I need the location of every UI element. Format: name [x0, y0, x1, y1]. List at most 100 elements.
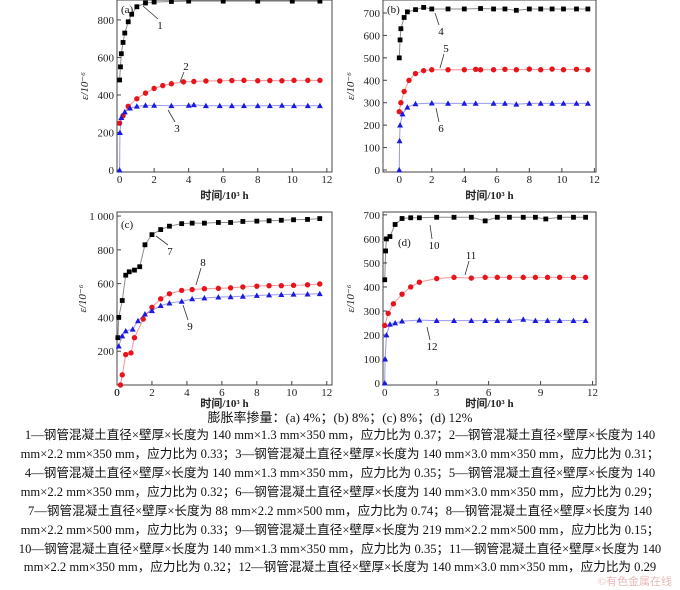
data-point	[482, 218, 488, 224]
series-label-leader	[167, 109, 176, 123]
data-point	[279, 78, 285, 84]
data-point	[203, 78, 209, 84]
series-line	[117, 218, 320, 338]
series-label-leader	[195, 267, 202, 286]
data-point	[416, 317, 423, 323]
data-point	[115, 343, 122, 349]
data-point	[128, 350, 134, 356]
data-point	[399, 291, 405, 297]
series-label: 8	[200, 257, 206, 269]
data-point	[549, 6, 555, 12]
data-point	[142, 102, 149, 108]
data-point	[401, 88, 407, 95]
data-point	[507, 214, 512, 220]
data-point	[140, 316, 146, 322]
data-point	[133, 103, 140, 109]
series-label: 3	[174, 123, 180, 135]
data-point	[117, 382, 124, 388]
x-tick-label: 12	[589, 174, 600, 186]
series-label: 1	[157, 20, 163, 32]
series-6	[396, 100, 591, 173]
data-point	[526, 100, 533, 106]
x-axis-label: 时间/10³ h	[200, 188, 248, 202]
x-tick-label: 10	[287, 174, 299, 186]
y-tick-label: 300	[364, 98, 381, 110]
series-4	[396, 5, 591, 61]
data-point	[266, 291, 273, 298]
y-tick-label: 800	[98, 245, 115, 257]
data-point	[544, 317, 551, 324]
data-point	[202, 102, 209, 109]
data-point	[382, 277, 388, 283]
x-tick-label: 6	[219, 387, 225, 399]
series-label-leader	[426, 326, 431, 341]
data-point	[123, 272, 129, 278]
series-line	[398, 102, 588, 170]
y-tick-label: 0	[109, 165, 115, 177]
data-point	[477, 67, 484, 73]
plot-frame	[116, 0, 333, 173]
data-point	[396, 55, 402, 61]
data-point	[158, 227, 164, 232]
data-point	[291, 102, 298, 109]
data-point	[513, 7, 519, 13]
series-label: 10	[429, 240, 441, 252]
series-line	[398, 6, 588, 58]
data-point	[266, 282, 272, 289]
data-point	[472, 66, 479, 72]
x-tick-label: 2	[149, 387, 155, 399]
data-point	[520, 214, 526, 220]
data-point	[408, 284, 414, 290]
data-point	[119, 372, 125, 378]
data-point	[399, 110, 406, 117]
panel-d: 0 3 6 9 12 0 100 200 300 400 500 600 700 时间/10³ h ε/10…	[345, 210, 598, 410]
caption-line: 4—钢管混凝土直径×壁厚×长度为 140 mm×1.3 mm×350 mm，应力…	[24, 466, 656, 480]
data-point	[506, 274, 513, 281]
data-point	[445, 67, 451, 73]
data-point	[549, 100, 556, 106]
series-8	[117, 281, 323, 388]
data-point	[583, 214, 589, 220]
y-tick-label: 1 000	[89, 211, 114, 223]
data-point	[490, 100, 497, 106]
y-tick-label: 200	[364, 120, 381, 132]
data-point	[538, 6, 544, 12]
data-point	[494, 274, 500, 281]
y-tick-label: 700	[364, 8, 381, 20]
data-point	[573, 66, 580, 72]
data-point	[384, 236, 389, 242]
data-point	[557, 214, 563, 220]
data-point	[143, 0, 148, 6]
series-label: 12	[427, 341, 438, 353]
data-point	[401, 15, 407, 20]
data-point	[278, 217, 284, 223]
y-tick-label: 600	[364, 234, 381, 246]
data-point	[382, 356, 389, 362]
data-point	[215, 220, 221, 225]
data-point	[131, 334, 138, 341]
data-point	[468, 214, 474, 220]
data-point	[117, 77, 122, 83]
data-point	[381, 380, 388, 386]
data-point	[478, 6, 483, 11]
data-point	[396, 166, 403, 173]
data-point	[584, 100, 591, 106]
data-point	[416, 215, 422, 221]
x-tick-label: 6	[486, 387, 492, 399]
data-point	[428, 100, 435, 106]
data-point	[406, 77, 412, 83]
data-point	[387, 234, 393, 239]
data-point	[383, 332, 390, 338]
data-point	[129, 326, 136, 332]
data-point	[482, 274, 488, 281]
data-point	[115, 335, 121, 341]
data-point	[304, 291, 311, 297]
data-point	[201, 294, 208, 301]
data-point	[445, 100, 452, 106]
data-point	[585, 6, 591, 12]
x-axis-label: 时间/10³ h	[465, 188, 513, 202]
data-point	[151, 102, 158, 108]
data-point	[416, 279, 423, 285]
data-point	[166, 300, 173, 306]
